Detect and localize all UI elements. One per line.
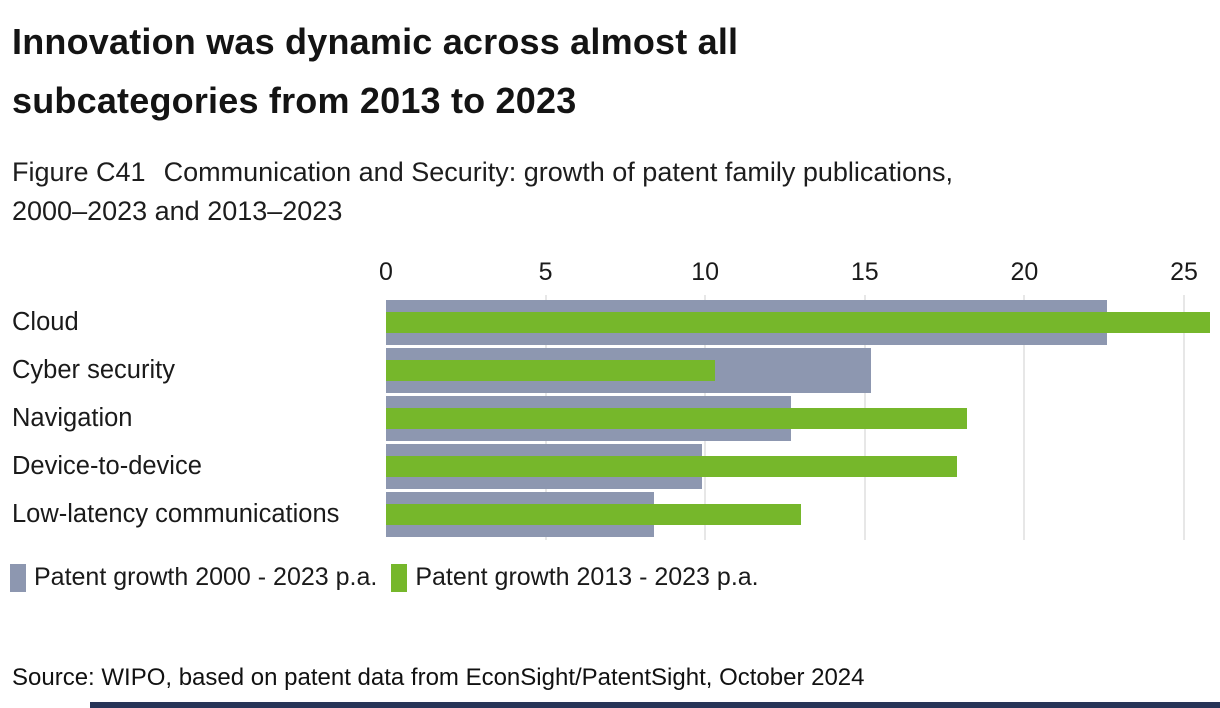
bar-2013-2023-1 xyxy=(386,360,715,381)
category-axis-labels: Cloud Cyber security Navigation Device-to-d… xyxy=(12,295,382,540)
legend-swatch-green xyxy=(391,563,408,592)
page-title-line2: subcategories from 2013 to 2023 xyxy=(12,80,577,121)
category-label-4: Low-latency communications xyxy=(12,500,340,528)
bar-chart: 0 5 10 15 20 25 Cloud Cyber security Navigation… xyxy=(0,255,1220,555)
source-note: Source: WIPO, based on patent data from … xyxy=(12,664,865,691)
x-tick-25: 25 xyxy=(1170,258,1198,286)
footer-accent-bar xyxy=(90,702,1220,708)
legend-swatch-gray xyxy=(10,563,26,592)
x-tick-20: 20 xyxy=(1010,258,1039,286)
figure-caption: Figure C41 Communication and Security: gr… xyxy=(12,153,1212,231)
legend-item-2013-2023: Patent growth 2013 - 2023 p.a. xyxy=(391,563,759,592)
x-tick-5: 5 xyxy=(538,258,553,286)
x-axis-tick-labels: 0 5 10 15 20 25 xyxy=(0,255,1220,291)
page-title: Innovation was dynamic across almost all… xyxy=(12,12,992,130)
bar-2013-2023-3 xyxy=(386,456,958,477)
bar-2013-2023-0 xyxy=(386,312,1210,333)
figure-caption-line1: Communication and Security: growth of pa… xyxy=(163,157,953,187)
category-label-0: Cloud xyxy=(12,308,79,336)
category-label-2: Navigation xyxy=(12,404,133,432)
bar-2013-2023-2 xyxy=(386,408,967,429)
legend-item-2000-2023: Patent growth 2000 - 2023 p.a. xyxy=(10,563,377,592)
gridline-25 xyxy=(1183,295,1185,540)
legend-label-2013-2023: Patent growth 2013 - 2023 p.a. xyxy=(415,563,759,591)
gridline-20 xyxy=(1023,295,1026,540)
category-label-1: Cyber security xyxy=(12,356,175,384)
x-tick-0: 0 xyxy=(379,258,393,286)
chart-legend: Patent growth 2000 - 2023 p.a. Patent gr… xyxy=(10,563,759,592)
bar-2013-2023-4 xyxy=(386,504,801,525)
legend-label-2000-2023: Patent growth 2000 - 2023 p.a. xyxy=(34,563,378,591)
x-tick-10: 10 xyxy=(691,258,720,286)
category-label-3: Device-to-device xyxy=(12,452,202,480)
figure-number-label: Figure C41 xyxy=(12,157,146,187)
x-tick-15: 15 xyxy=(850,258,879,286)
figure-caption-line2: 2000–2023 and 2013–2023 xyxy=(12,196,343,226)
plot-area xyxy=(386,295,1220,540)
page-title-line1: Innovation was dynamic across almost all xyxy=(12,21,739,62)
